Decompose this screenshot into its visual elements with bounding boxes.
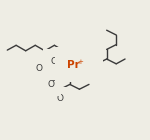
Text: O: O <box>50 57 57 66</box>
Text: O: O <box>35 64 42 73</box>
Text: +: + <box>78 59 84 65</box>
Text: −: − <box>54 55 60 61</box>
Text: O: O <box>57 94 64 103</box>
Text: O: O <box>89 67 96 76</box>
Text: Pr: Pr <box>67 60 80 70</box>
Text: O: O <box>85 59 92 68</box>
Text: −: − <box>51 78 57 84</box>
Text: O: O <box>47 80 54 89</box>
